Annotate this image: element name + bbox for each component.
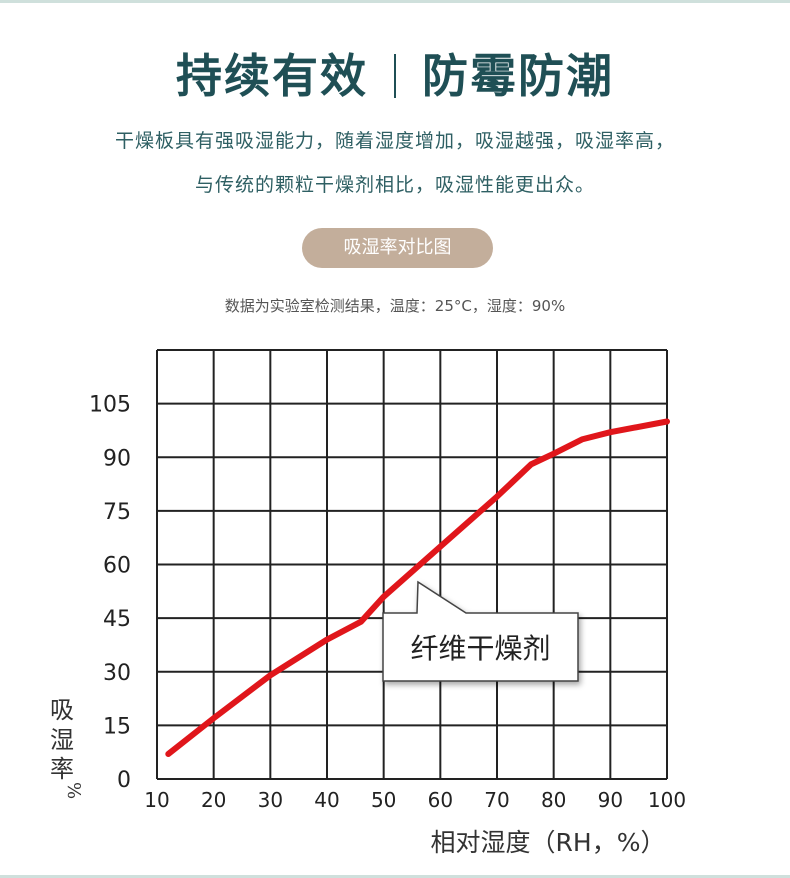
y-axis-label-unit: % bbox=[63, 782, 84, 799]
top-border bbox=[0, 0, 790, 3]
title-left: 持续有效 bbox=[176, 49, 368, 103]
x-tick-label: 50 bbox=[371, 788, 396, 812]
x-axis-label: 相对湿度（RH，%） bbox=[431, 828, 666, 857]
callout-label: 纤维干燥剂 bbox=[410, 632, 550, 665]
series-callout: 纤维干燥剂 bbox=[382, 580, 579, 682]
x-axis-ticks: 10 20 30 40 50 60 70 80 90 100 bbox=[144, 788, 686, 812]
x-tick-label: 30 bbox=[258, 788, 283, 812]
y-axis-ticks: 0 15 30 45 60 75 90 105 bbox=[89, 393, 131, 793]
x-tick-label: 20 bbox=[201, 788, 226, 812]
y-tick-label: 90 bbox=[103, 446, 131, 471]
description-line-2: 与传统的颗粒干燥剂相比，吸湿性能更出众。 bbox=[194, 174, 595, 196]
test-condition-note: 数据为实验室检测结果，温度：25°C，湿度：90% bbox=[224, 297, 566, 315]
y-axis-label-char: 湿 bbox=[50, 726, 74, 754]
bottom-border bbox=[0, 875, 790, 878]
description-line-1: 干燥板具有强吸湿能力，随着湿度增加，吸湿越强，吸湿率高， bbox=[114, 130, 675, 152]
x-tick-label: 40 bbox=[314, 788, 339, 812]
title-right: 防霉防潮 bbox=[422, 49, 614, 103]
x-tick-label: 100 bbox=[648, 788, 686, 812]
y-tick-label: 105 bbox=[89, 393, 131, 418]
chart-badge: 吸湿率对比图 bbox=[302, 228, 493, 268]
y-tick-label: 60 bbox=[103, 554, 131, 579]
y-axis-label-char: 率 bbox=[50, 755, 74, 783]
x-tick-label: 80 bbox=[541, 788, 566, 812]
chart-grid bbox=[156, 349, 668, 780]
x-tick-label: 70 bbox=[484, 788, 509, 812]
y-tick-label: 15 bbox=[103, 714, 131, 739]
y-tick-label: 45 bbox=[103, 607, 131, 632]
title-divider bbox=[394, 53, 396, 98]
x-tick-label: 10 bbox=[144, 788, 169, 812]
y-tick-label: 0 bbox=[117, 768, 131, 793]
y-tick-label: 75 bbox=[103, 500, 131, 525]
x-tick-label: 60 bbox=[428, 788, 453, 812]
y-tick-label: 30 bbox=[103, 661, 131, 686]
series-line-fiber-desiccant bbox=[165, 418, 670, 757]
humidity-absorption-chart: 0 15 30 45 60 75 90 105 10 20 30 40 50 60 70 80 90 100 吸… bbox=[50, 349, 686, 857]
y-axis-label-char: 吸 bbox=[50, 696, 74, 724]
callout-bubble bbox=[382, 580, 579, 682]
page-title: 持续有效 防霉防潮 bbox=[0, 40, 790, 106]
y-axis-label: 吸湿率 bbox=[50, 696, 74, 783]
x-tick-label: 90 bbox=[598, 788, 623, 812]
